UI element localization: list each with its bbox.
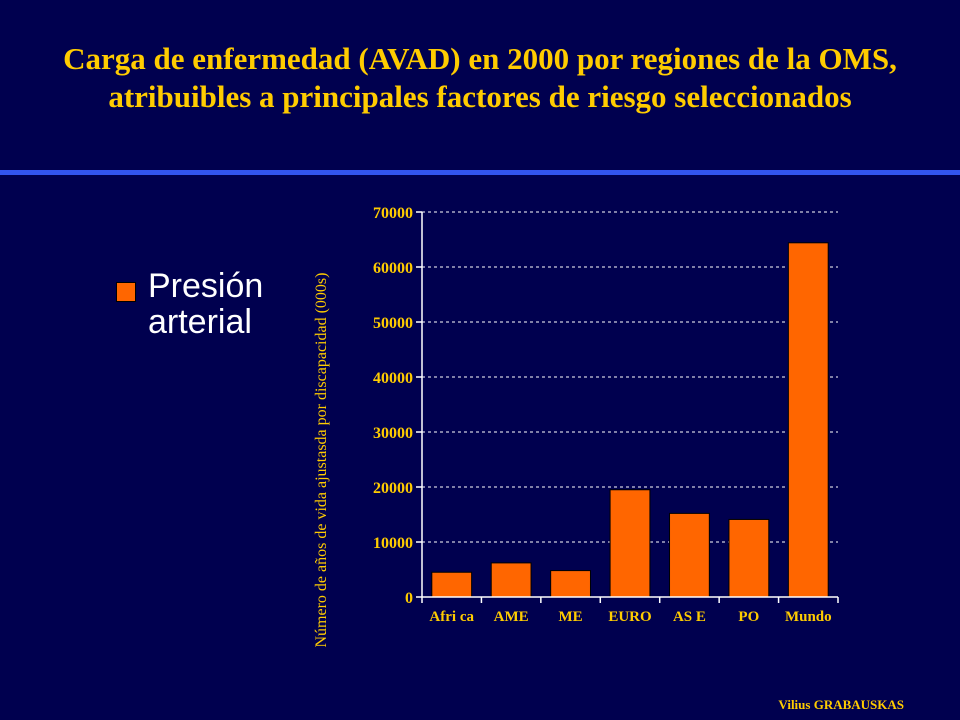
bar-me: [550, 570, 591, 598]
y-tick-label: 70000: [373, 205, 413, 222]
bar-africa: [431, 571, 473, 598]
y-tick-label: 40000: [373, 370, 413, 387]
x-tick-label: ME: [558, 609, 582, 625]
bar-euro: [609, 489, 651, 598]
x-tick-labels: Afri ca AME ME EURO AS E PO Mundo: [429, 609, 831, 625]
title-divider: [0, 170, 960, 175]
y-tick-label: 20000: [373, 480, 413, 497]
slide-title: Carga de enfermedad (AVAD) en 2000 por r…: [0, 40, 960, 116]
y-tick-label: 0: [405, 590, 413, 607]
title-line-1: Carga de enfermedad (AVAD) en 2000 por r…: [63, 41, 897, 76]
gridlines: [416, 211, 838, 598]
bar-ame: [490, 562, 532, 598]
legend-swatch: [116, 282, 136, 302]
bar-mundo: [787, 242, 829, 598]
legend-label: Presión arterial: [148, 267, 264, 341]
x-tick-label: Mundo: [785, 609, 832, 625]
y-tick-labels: 0 10000 20000 30000 40000 50000 60000 70000: [373, 205, 413, 607]
bars: [421, 242, 839, 603]
y-axis-label: Número de años de vida ajustasda por dis…: [313, 273, 330, 648]
y-tick-label: 30000: [373, 425, 413, 442]
x-tick-label: AS E: [673, 609, 706, 625]
title-line-2: atribuibles a principales factores de ri…: [108, 79, 852, 114]
x-tick-label: PO: [738, 609, 759, 625]
bar-po: [728, 518, 770, 598]
bar-ase: [669, 512, 710, 598]
x-tick-label: AME: [494, 609, 529, 625]
x-tick-label: Afri ca: [429, 609, 474, 625]
y-tick-label: 50000: [373, 315, 413, 332]
y-tick-label: 10000: [373, 535, 413, 552]
x-tick-label: EURO: [608, 609, 651, 625]
y-tick-label: 60000: [373, 260, 413, 277]
author-credit: Vilius GRABAUSKAS: [778, 697, 904, 712]
